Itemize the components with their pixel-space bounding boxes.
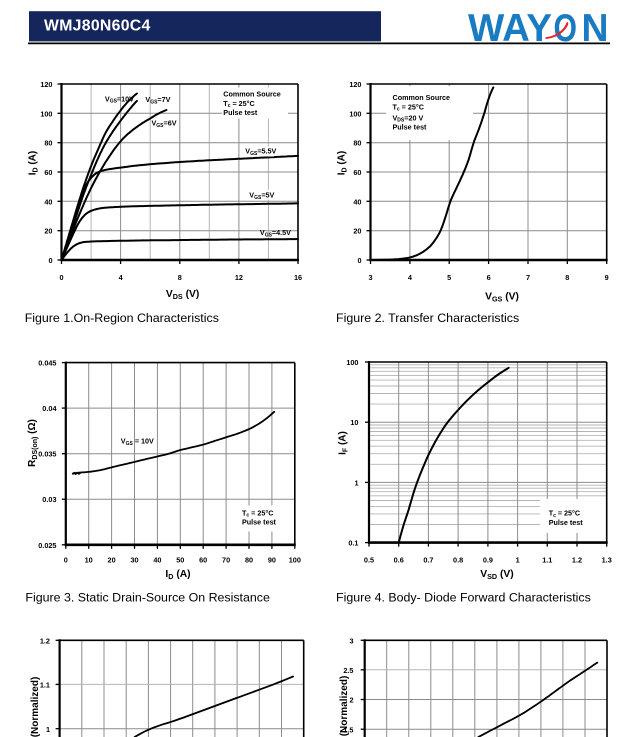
svg-text:VDS​ (V): VDS​ (V) — [166, 289, 199, 301]
svg-text:0: 0 — [64, 556, 68, 565]
svg-text:1.2: 1.2 — [572, 556, 582, 565]
svg-text:0.7: 0.7 — [423, 556, 433, 565]
svg-text:120: 120 — [349, 80, 361, 89]
svg-text:80: 80 — [44, 139, 52, 148]
svg-text:0.9: 0.9 — [483, 556, 493, 565]
svg-text:30: 30 — [130, 556, 138, 565]
svg-text:60: 60 — [199, 556, 207, 565]
svg-text:1: 1 — [354, 478, 358, 487]
svg-text:Pulse test: Pulse test — [223, 108, 258, 117]
svg-text:2.5: 2.5 — [343, 666, 353, 675]
svg-text:40: 40 — [353, 197, 361, 206]
svg-text:VGS​ = 10V: VGS​ = 10V — [121, 437, 154, 447]
svg-text:50: 50 — [176, 556, 184, 565]
svg-text:40: 40 — [153, 556, 161, 565]
svg-text:0: 0 — [59, 273, 63, 282]
svg-text:(Normalized): (Normalized) — [339, 676, 350, 737]
svg-text:3: 3 — [349, 637, 353, 646]
svg-text:Common Source: Common Source — [223, 90, 281, 99]
svg-text:70: 70 — [222, 556, 230, 565]
svg-text:9: 9 — [605, 273, 609, 282]
svg-text:N: N — [582, 7, 609, 50]
svg-text:Figure 3. Static Drain-Source: Figure 3. Static Drain-Source On Resista… — [25, 591, 270, 605]
svg-text:Common Source: Common Source — [393, 93, 451, 102]
svg-text:12: 12 — [235, 273, 243, 282]
svg-text:6: 6 — [487, 273, 491, 282]
svg-text:(Normalized): (Normalized) — [30, 677, 41, 737]
svg-text:VGS​=4.5V: VGS​=4.5V — [260, 228, 291, 238]
svg-text:40: 40 — [44, 197, 52, 206]
svg-text:Figure 1.On-Region Characteris: Figure 1.On-Region Characteristics — [25, 311, 219, 325]
svg-text:8: 8 — [178, 273, 182, 282]
svg-text:10: 10 — [350, 418, 358, 427]
svg-text:0.8: 0.8 — [453, 556, 463, 565]
svg-text:100: 100 — [349, 109, 361, 118]
svg-text:Figure 2. Transfer Characteris: Figure 2. Transfer Characteristics — [336, 311, 519, 325]
svg-text:0.6: 0.6 — [394, 556, 404, 565]
svg-text:VGS​=5.5V: VGS​=5.5V — [245, 147, 276, 157]
svg-text:20: 20 — [353, 227, 361, 236]
svg-text:80: 80 — [245, 556, 253, 565]
svg-text:RDS(on)​ (Ω): RDS(on)​ (Ω) — [27, 419, 39, 467]
svg-text:Pulse test: Pulse test — [242, 517, 277, 526]
svg-text:120: 120 — [40, 80, 52, 89]
svg-text:ID​ (A): ID​ (A) — [337, 151, 349, 176]
svg-text:ID​ (A): ID​ (A) — [165, 569, 190, 581]
svg-text:VGS​=7V: VGS​=7V — [145, 95, 170, 105]
svg-text:VGS​ (V): VGS​ (V) — [485, 292, 519, 304]
svg-text:60: 60 — [44, 168, 52, 177]
svg-text:1.1: 1.1 — [40, 681, 50, 690]
svg-text:1.1: 1.1 — [542, 556, 552, 565]
svg-text:5: 5 — [447, 273, 451, 282]
svg-text:VGS​=10V: VGS​=10V — [105, 94, 134, 104]
svg-text:60: 60 — [353, 168, 361, 177]
svg-text:8: 8 — [565, 273, 569, 282]
svg-text:VDS​=20 V: VDS​=20 V — [393, 113, 424, 123]
svg-text:1.2: 1.2 — [40, 637, 50, 646]
svg-text:0.1: 0.1 — [348, 539, 358, 548]
svg-text:WMJ80N60C4: WMJ80N60C4 — [44, 18, 151, 35]
svg-text:16: 16 — [294, 273, 302, 282]
svg-text:Pulse test: Pulse test — [549, 518, 584, 527]
svg-text:VGS​=5V: VGS​=5V — [249, 191, 274, 201]
svg-text:0.03: 0.03 — [42, 495, 56, 504]
svg-text:100: 100 — [40, 109, 52, 118]
svg-text:Tc​ = 25°C: Tc​ = 25°C — [549, 509, 580, 519]
svg-text:4: 4 — [119, 273, 124, 282]
svg-text:0.045: 0.045 — [38, 359, 56, 368]
svg-text:0.5: 0.5 — [364, 556, 374, 565]
svg-text:Tc​ = 25°C: Tc​ = 25°C — [242, 508, 273, 518]
svg-text:0.025: 0.025 — [38, 541, 56, 550]
svg-text:7: 7 — [526, 273, 530, 282]
svg-text:90: 90 — [268, 556, 276, 565]
svg-text:Figure 4. Body- Diode Forward: Figure 4. Body- Diode Forward Characteri… — [336, 591, 591, 605]
svg-text:IF​ (A): IF​ (A) — [338, 431, 350, 455]
svg-text:10: 10 — [85, 556, 93, 565]
svg-text:VGS​=6V: VGS​=6V — [152, 119, 177, 129]
svg-text:ID​ (A): ID​ (A) — [28, 151, 40, 176]
svg-text:80: 80 — [353, 139, 361, 148]
svg-text:1: 1 — [516, 556, 520, 565]
svg-text:Tc​ = 25°C: Tc​ = 25°C — [393, 102, 424, 112]
svg-text:WAY: WAY — [468, 7, 552, 50]
svg-text:1.5: 1.5 — [343, 725, 353, 734]
svg-text:2: 2 — [349, 696, 353, 705]
svg-text:100: 100 — [289, 556, 301, 565]
svg-text:1.3: 1.3 — [602, 556, 612, 565]
svg-text:4: 4 — [408, 273, 413, 282]
svg-text:20: 20 — [44, 227, 52, 236]
svg-text:0.04: 0.04 — [42, 404, 57, 413]
svg-text:VSD​ (V): VSD​ (V) — [480, 569, 513, 581]
svg-text:0: 0 — [357, 256, 361, 265]
svg-text:3: 3 — [368, 273, 372, 282]
svg-text:0.035: 0.035 — [38, 450, 56, 459]
svg-text:Pulse test: Pulse test — [393, 123, 428, 132]
svg-text:Tc​ = 25°C: Tc​ = 25°C — [223, 99, 254, 109]
svg-text:0: 0 — [48, 256, 52, 265]
svg-text:1: 1 — [46, 725, 50, 734]
svg-text:20: 20 — [108, 556, 116, 565]
svg-text:100: 100 — [346, 358, 358, 367]
